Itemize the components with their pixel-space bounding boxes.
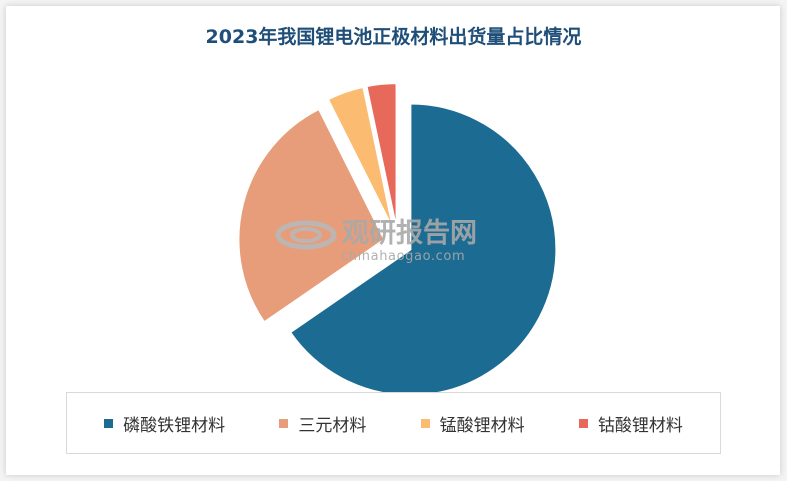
pie-slices [237, 82, 558, 397]
legend-label: 磷酸铁锂材料 [123, 415, 226, 436]
legend-item: 磷酸铁锂材料 [104, 411, 225, 436]
pie-slice-1 [288, 102, 558, 397]
pie-slice-2 [237, 107, 386, 324]
legend-swatch [420, 418, 430, 428]
legend-swatch [578, 418, 588, 428]
legend-label: 钴酸锂材料 [597, 415, 683, 436]
legend-label: 三元材料 [298, 415, 367, 436]
legend-item: 锰酸锂材料 [420, 411, 525, 436]
watermark-cn: 观研报告网 [342, 218, 477, 249]
legend-swatch [279, 418, 289, 428]
watermark-en: chinahaogao.com [341, 249, 465, 264]
legend-item: 钴酸锂材料 [578, 411, 683, 436]
watermark-logo [275, 220, 337, 250]
legend: 磷酸铁锂材料 三元材料 锰酸锂材料 钴酸锂材料 [66, 392, 721, 454]
chart-title: 2023年我国锂电池正极材料出货量占比情况 [205, 26, 582, 48]
legend-label: 锰酸锂材料 [439, 415, 525, 436]
pie-slice-3 [326, 85, 395, 231]
legend-item: 三元材料 [279, 411, 366, 436]
watermark: 观研报告网 chinahaogao.com [275, 218, 477, 264]
legend-swatch [104, 418, 114, 428]
pie-slice-4 [365, 82, 398, 230]
